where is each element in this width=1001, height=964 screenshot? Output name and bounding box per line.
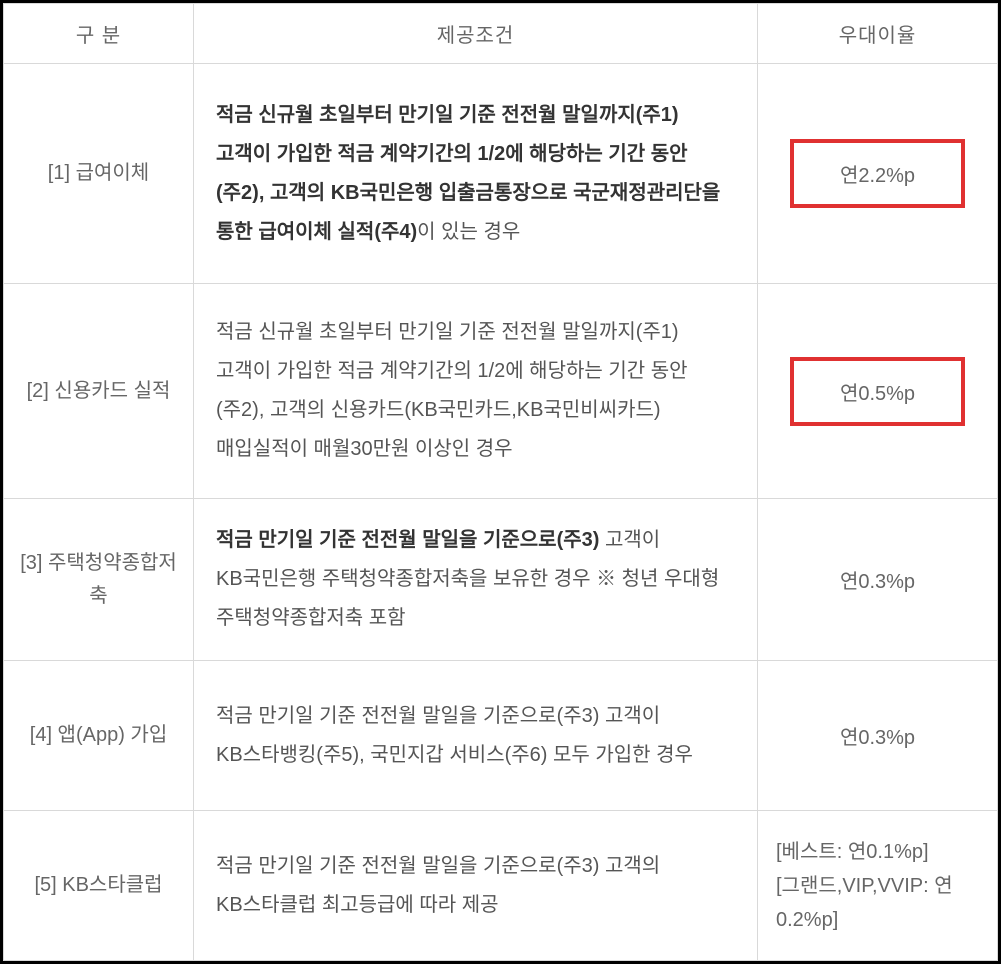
row5-rate-line2: [그랜드,VIP,VVIP: 연0.2%p] bbox=[776, 869, 979, 937]
row4-category: [4] 앱(App) 가입 bbox=[4, 661, 194, 811]
row1-cond-rest: 이 있는 경우 bbox=[417, 221, 520, 243]
row2-condition: 적금 신규월 초일부터 만기일 기준 전전월 말일까지(주1) 고객이 가입한 … bbox=[194, 284, 758, 499]
row3-category: [3] 주택청약종합저축 bbox=[4, 499, 194, 661]
header-condition: 제공조건 bbox=[194, 4, 758, 64]
row5-rate-cell: [베스트: 연0.1%p] [그랜드,VIP,VVIP: 연0.2%p] bbox=[758, 811, 998, 961]
row5-rate-line1: [베스트: 연0.1%p] bbox=[776, 835, 979, 869]
row1-rate-highlight: 연2.2%p bbox=[790, 139, 965, 208]
row3-rate-cell: 연0.3%p bbox=[758, 499, 998, 661]
row5-category: [5] KB스타클럽 bbox=[4, 811, 194, 961]
table-body: [1] 급여이체 적금 신규월 초일부터 만기일 기준 전전월 말일까지(주1)… bbox=[4, 64, 998, 961]
row3-cond-bold: 적금 만기일 기준 전전월 말일을 기준으로(주3) bbox=[216, 529, 599, 551]
rate-table-container: 구 분 제공조건 우대이율 [1] 급여이체 적금 신규월 초일부터 만기일 기… bbox=[0, 0, 1001, 964]
table-row: [5] KB스타클럽 적금 만기일 기준 전전월 말일을 기준으로(주3) 고객… bbox=[4, 811, 998, 961]
row3-condition: 적금 만기일 기준 전전월 말일을 기준으로(주3) 고객이 KB국민은행 주택… bbox=[194, 499, 758, 661]
row4-cond-text: 적금 만기일 기준 전전월 말일을 기준으로(주3) 고객이 KB스타뱅킹(주5… bbox=[216, 705, 693, 766]
header-row: 구 분 제공조건 우대이율 bbox=[4, 4, 998, 64]
header-category: 구 분 bbox=[4, 4, 194, 64]
table-row: [3] 주택청약종합저축 적금 만기일 기준 전전월 말일을 기준으로(주3) … bbox=[4, 499, 998, 661]
table-row: [2] 신용카드 실적 적금 신규월 초일부터 만기일 기준 전전월 말일까지(… bbox=[4, 284, 998, 499]
row4-condition: 적금 만기일 기준 전전월 말일을 기준으로(주3) 고객이 KB스타뱅킹(주5… bbox=[194, 661, 758, 811]
row4-rate-cell: 연0.3%p bbox=[758, 661, 998, 811]
rate-table: 구 분 제공조건 우대이율 [1] 급여이체 적금 신규월 초일부터 만기일 기… bbox=[3, 3, 998, 961]
row2-category: [2] 신용카드 실적 bbox=[4, 284, 194, 499]
row1-condition: 적금 신규월 초일부터 만기일 기준 전전월 말일까지(주1) 고객이 가입한 … bbox=[194, 64, 758, 284]
table-head: 구 분 제공조건 우대이율 bbox=[4, 4, 998, 64]
row3-rate: 연0.3%p bbox=[840, 571, 915, 593]
table-row: [1] 급여이체 적금 신규월 초일부터 만기일 기준 전전월 말일까지(주1)… bbox=[4, 64, 998, 284]
row2-cond-text: 적금 신규월 초일부터 만기일 기준 전전월 말일까지(주1) 고객이 가입한 … bbox=[216, 321, 688, 460]
row2-rate-cell: 연0.5%p bbox=[758, 284, 998, 499]
header-rate: 우대이율 bbox=[758, 4, 998, 64]
row5-condition: 적금 만기일 기준 전전월 말일을 기준으로(주3) 고객의 KB스타클럽 최고… bbox=[194, 811, 758, 961]
row5-cond-text: 적금 만기일 기준 전전월 말일을 기준으로(주3) 고객의 KB스타클럽 최고… bbox=[216, 855, 660, 916]
table-row: [4] 앱(App) 가입 적금 만기일 기준 전전월 말일을 기준으로(주3)… bbox=[4, 661, 998, 811]
row1-rate-cell: 연2.2%p bbox=[758, 64, 998, 284]
row4-rate: 연0.3%p bbox=[840, 727, 915, 749]
row1-category: [1] 급여이체 bbox=[4, 64, 194, 284]
row2-rate-highlight: 연0.5%p bbox=[790, 357, 965, 426]
